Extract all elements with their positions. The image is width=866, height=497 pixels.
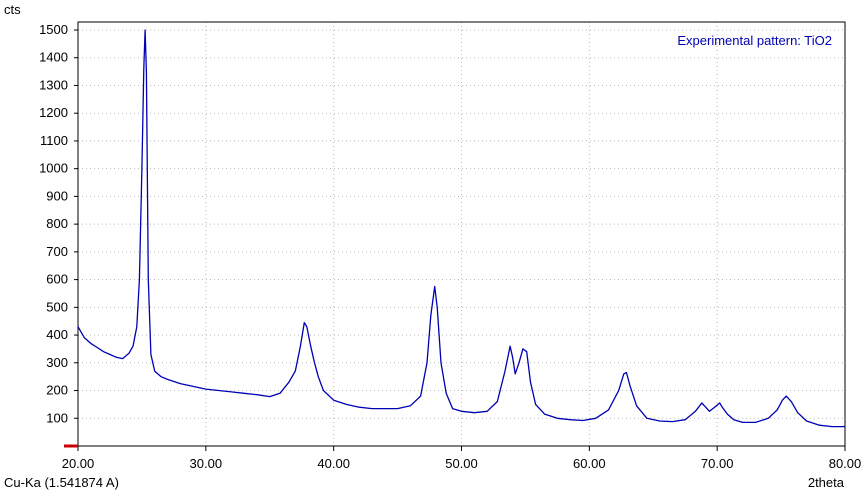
y-tick-label: 300 [46, 355, 68, 370]
legend-label: Experimental pattern: TiO2 [677, 33, 832, 48]
x-tick-label: 60.00 [573, 456, 606, 471]
y-tick-label: 500 [46, 299, 68, 314]
x-tick-label: 50.00 [445, 456, 478, 471]
y-tick-label: 400 [46, 327, 68, 342]
y-tick-label: 600 [46, 272, 68, 287]
x-tick-label: 20.00 [62, 456, 95, 471]
y-tick-label: 900 [46, 188, 68, 203]
radiation-label: Cu-Ka (1.541874 A) [4, 475, 119, 490]
y-tick-label: 1000 [39, 161, 68, 176]
axis-layer: 100 200 300 400 500 600 700 800 900 1000 1100 1200 1… [39, 21, 862, 471]
x-tick-label: 80.00 [829, 456, 862, 471]
y-tick-label: 1100 [40, 133, 68, 148]
y-tick-label: 800 [46, 216, 68, 231]
x-tick-label: 30.00 [190, 456, 223, 471]
y-tick-label: 1300 [39, 77, 68, 92]
y-tick-label: 1400 [39, 50, 68, 65]
x-axis-label: 2theta [808, 475, 845, 490]
label-layer: cts Experimental pattern: TiO2 2theta Cu… [4, 2, 845, 490]
series-layer [77, 29, 845, 428]
y-tick-label: 100 [46, 410, 68, 425]
y-tick-label: 200 [46, 383, 68, 398]
series-line-tio2 [77, 29, 845, 428]
x-tick-label: 40.00 [317, 456, 350, 471]
plot-frame [77, 21, 846, 447]
y-tick-label: 700 [46, 244, 68, 259]
y-tick-label: 1200 [39, 105, 68, 120]
grid-layer [78, 22, 845, 446]
y-unit-label: cts [4, 2, 21, 17]
x-tick-label: 70.00 [701, 456, 734, 471]
y-tick-label: 1500 [39, 22, 68, 37]
